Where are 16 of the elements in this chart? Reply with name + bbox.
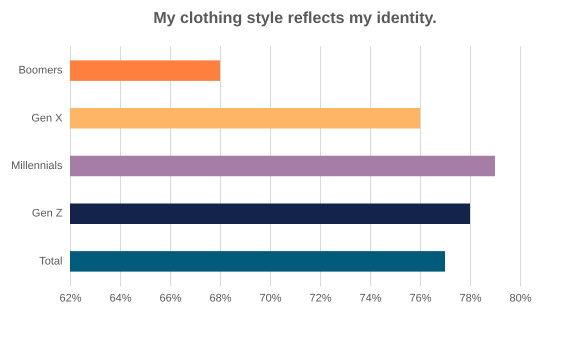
x-tick-label: 72% (309, 292, 332, 304)
y-tick-label: Gen X (31, 112, 64, 124)
x-tick-label: 64% (109, 292, 132, 304)
x-tick-label: 66% (159, 292, 182, 304)
x-tick-label: 78% (459, 292, 482, 304)
x-tick-label: 80% (509, 292, 532, 304)
y-tick-label: Millennials (11, 160, 63, 172)
y-tick-label: Gen Z (32, 208, 63, 220)
y-tick-label: Total (39, 255, 62, 268)
x-tick-label: 70% (259, 292, 282, 304)
chart-title: My clothing style reflects my identity. (153, 10, 437, 27)
x-tick-label: 68% (209, 292, 232, 304)
x-tick-label: 74% (359, 292, 382, 304)
y-tick-label: Boomers (18, 64, 63, 77)
x-tick-label: 62% (59, 292, 82, 304)
x-tick-label: 76% (409, 292, 432, 304)
